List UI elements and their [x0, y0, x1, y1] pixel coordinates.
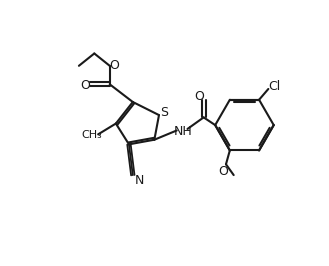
Text: N: N [134, 174, 144, 187]
Text: O: O [194, 90, 204, 103]
Text: O: O [219, 165, 229, 178]
Text: S: S [160, 106, 168, 119]
Text: O: O [80, 79, 90, 92]
Text: CH₃: CH₃ [82, 130, 102, 140]
Text: NH: NH [173, 126, 192, 139]
Text: O: O [109, 59, 119, 72]
Text: Cl: Cl [268, 80, 281, 93]
